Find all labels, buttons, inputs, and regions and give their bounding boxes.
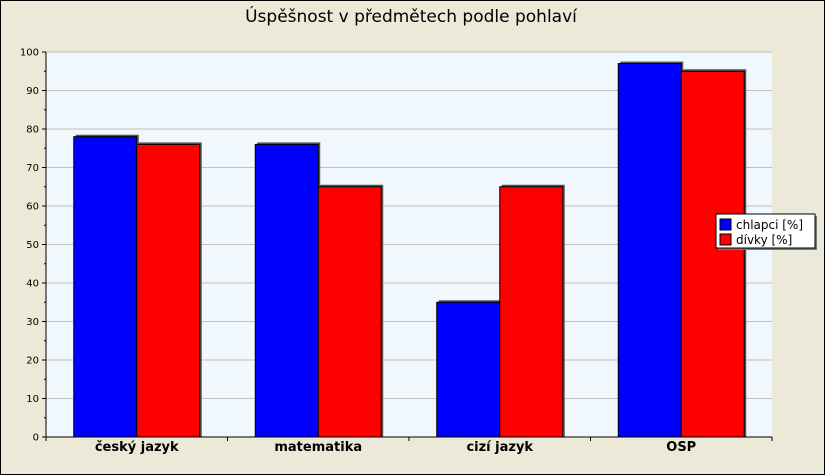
- y-tick-label: 50: [26, 240, 39, 251]
- x-tick-label: matematika: [274, 440, 362, 455]
- bar: [436, 301, 501, 438]
- bar: [254, 143, 319, 438]
- legend-swatch: [719, 233, 732, 246]
- axes: [45, 52, 773, 441]
- y-axis-ticks: 0 10 20 30 40 50 60 70 80 90 100: [20, 48, 46, 444]
- legend-box: [715, 213, 816, 249]
- y-tick-label: 100: [20, 48, 39, 59]
- y-tick-label: 70: [26, 163, 39, 174]
- y-tick-label: 40: [26, 279, 39, 290]
- y-tick-label: 30: [26, 317, 39, 328]
- legend-label: chlapci [%]: [736, 218, 803, 232]
- y-tick-label: 90: [26, 86, 39, 97]
- y-tick-label: 60: [26, 202, 39, 213]
- bar: [136, 143, 201, 438]
- y-tick-label: 20: [26, 356, 39, 367]
- x-axis-labels: český jazyk matematika cizí jazyk OSP: [95, 440, 696, 455]
- x-tick-label: cizí jazyk: [466, 440, 533, 455]
- bar: [680, 70, 745, 438]
- bars: [73, 61, 747, 438]
- y-tick-label: 80: [26, 125, 39, 136]
- legend: chlapci [%]dívky [%]: [715, 213, 817, 250]
- chart-title: Úspěšnost v předmětech podle pohlaví: [245, 5, 578, 27]
- y-tick-label: 10: [26, 394, 39, 405]
- y-tick-label: 0: [33, 433, 39, 444]
- bar: [499, 186, 564, 438]
- bar: [73, 136, 138, 438]
- legend-swatch: [719, 218, 732, 231]
- x-tick-label: český jazyk: [95, 440, 179, 455]
- bar: [317, 186, 382, 438]
- legend-label: dívky [%]: [736, 233, 792, 247]
- x-tick-label: OSP: [666, 440, 696, 455]
- bar: [617, 63, 682, 438]
